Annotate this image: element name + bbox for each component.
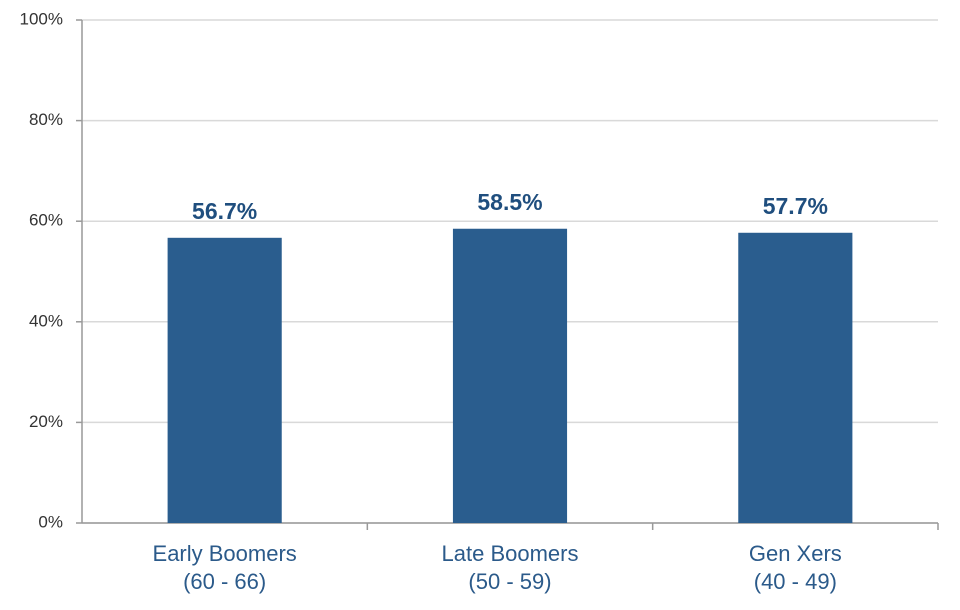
bar bbox=[738, 232, 853, 524]
x-tick-label: (40 - 49) bbox=[754, 569, 837, 594]
bar bbox=[452, 228, 568, 523]
x-tick-label: (60 - 66) bbox=[183, 569, 266, 594]
x-tick-label: Late Boomers bbox=[442, 541, 579, 566]
y-tick-label: 60% bbox=[29, 211, 63, 230]
y-tick-label: 100% bbox=[20, 9, 63, 28]
y-tick-label: 20% bbox=[29, 412, 63, 431]
x-tick-label: Gen Xers bbox=[749, 541, 842, 566]
data-label: 57.7% bbox=[763, 193, 828, 219]
y-tick-label: 0% bbox=[38, 512, 63, 531]
x-tick-label: (50 - 59) bbox=[468, 569, 551, 594]
x-tick-label: Early Boomers bbox=[153, 541, 297, 566]
data-label: 56.7% bbox=[192, 198, 257, 224]
data-label: 58.5% bbox=[477, 189, 542, 215]
y-tick-label: 40% bbox=[29, 311, 63, 330]
bar bbox=[167, 237, 282, 523]
y-tick-label: 80% bbox=[29, 110, 63, 129]
